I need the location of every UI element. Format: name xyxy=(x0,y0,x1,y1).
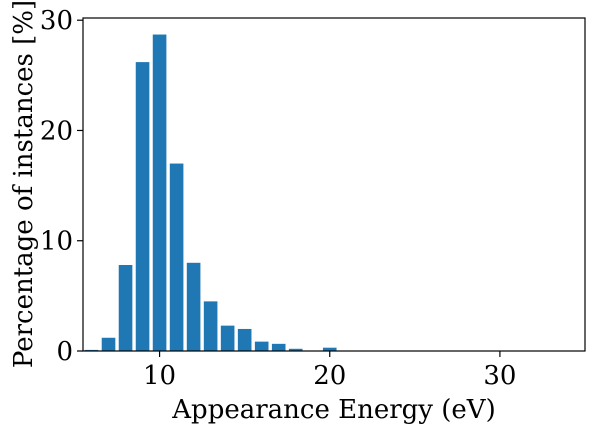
x-ticks: 10 20 30 xyxy=(143,351,516,391)
bar-16 xyxy=(254,341,269,351)
y-tick-label: 0 xyxy=(56,337,73,367)
x-tick-label: 30 xyxy=(483,361,516,391)
bar-11 xyxy=(169,163,184,351)
y-tick-label: 10 xyxy=(40,227,73,257)
y-axis-label: Percentage of instances [%] xyxy=(9,0,39,368)
bar-12 xyxy=(186,262,201,351)
bar-15 xyxy=(237,328,252,351)
bar-7 xyxy=(101,337,116,351)
bar-13 xyxy=(203,301,218,351)
y-tick-label: 20 xyxy=(40,116,73,146)
x-tick-label: 20 xyxy=(313,361,346,391)
bar-14 xyxy=(220,325,235,351)
x-tick-label: 10 xyxy=(143,361,176,391)
bar-20 xyxy=(322,347,337,351)
plot-frame xyxy=(82,17,586,352)
bar-9 xyxy=(135,62,150,352)
x-axis-label: Appearance Energy (eV) xyxy=(171,395,495,425)
bar-17 xyxy=(271,343,286,351)
bar-18 xyxy=(288,348,303,351)
bars-group xyxy=(84,34,337,352)
bar-10 xyxy=(152,34,167,351)
bar-8 xyxy=(118,264,133,351)
y-ticks: 0 10 20 30 xyxy=(40,6,83,367)
y-tick-label: 30 xyxy=(40,6,73,36)
